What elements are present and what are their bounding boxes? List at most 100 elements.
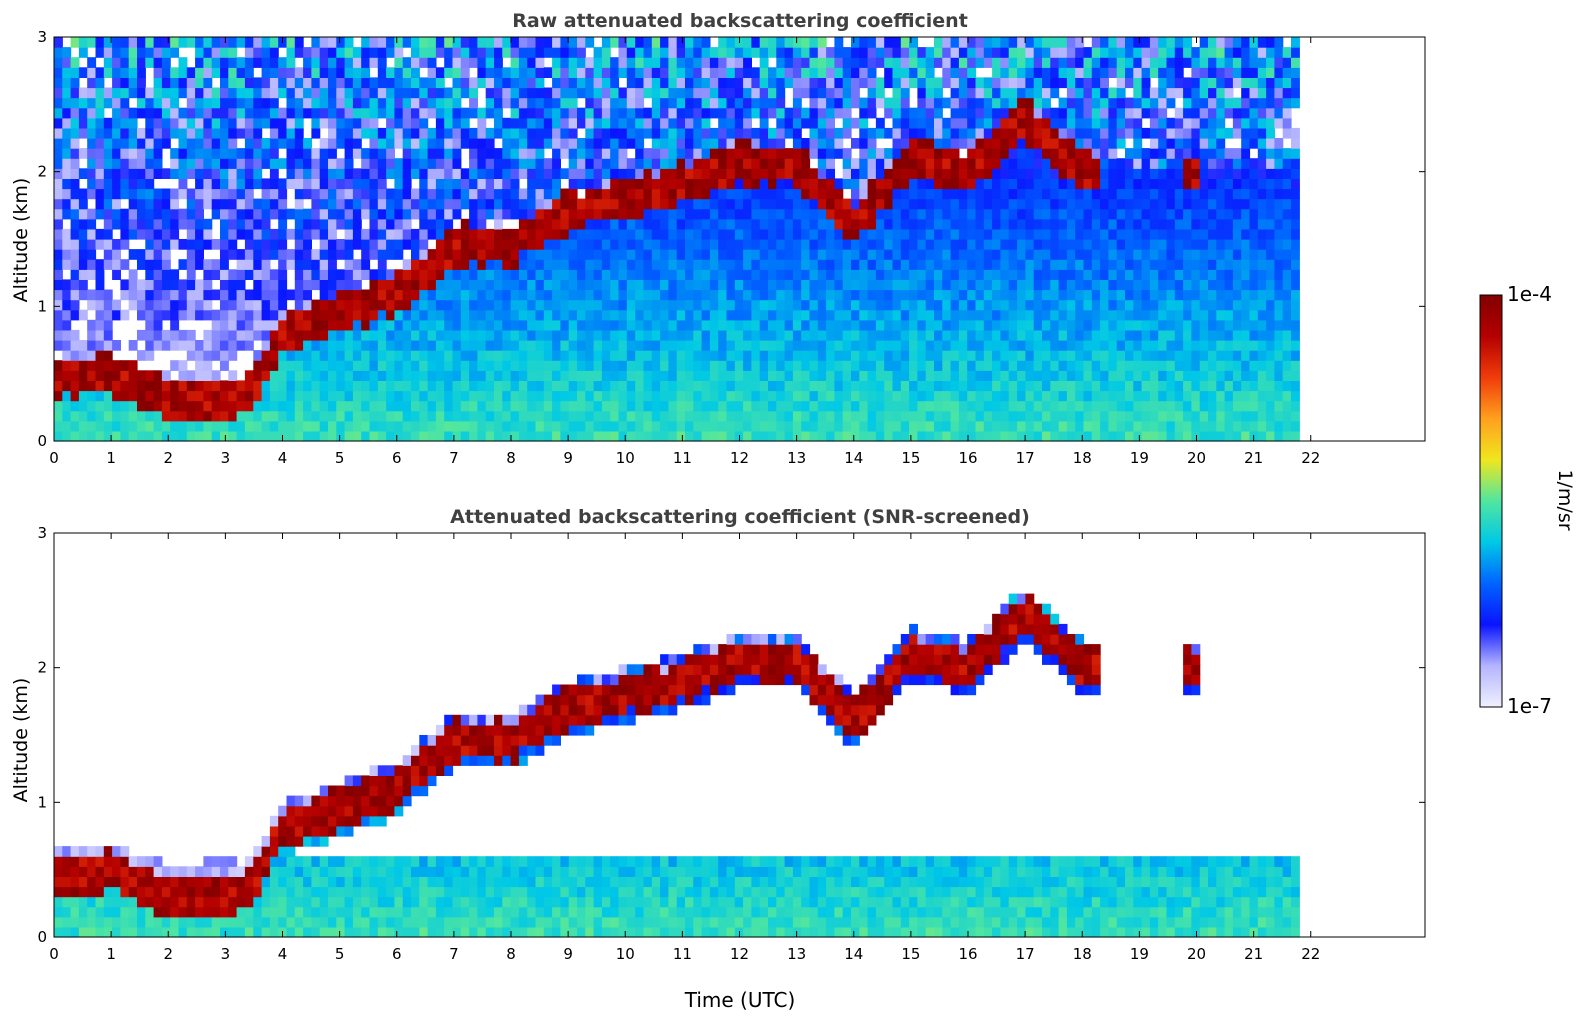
- heatmap-cell: [626, 390, 636, 402]
- heatmap-cell: [535, 380, 545, 392]
- heatmap-cell: [211, 47, 221, 58]
- heatmap-cell: [1091, 208, 1101, 220]
- heatmap-cell: [992, 198, 1001, 210]
- heatmap-cell: [361, 370, 371, 381]
- heatmap-cell: [983, 380, 993, 392]
- heatmap-cell: [161, 249, 171, 260]
- heatmap-cell: [1100, 269, 1109, 280]
- heatmap-cell: [444, 410, 454, 422]
- heatmap-cell: [1116, 259, 1126, 270]
- heatmap-cell: [95, 168, 105, 179]
- heatmap-cell: [120, 117, 130, 129]
- heatmap-cell: [253, 410, 263, 422]
- heatmap-cell: [411, 168, 420, 179]
- heatmap-cell: [460, 370, 470, 381]
- heatmap-cell: [344, 269, 354, 280]
- heatmap-cell: [934, 178, 943, 190]
- heatmap-cell: [701, 178, 711, 190]
- heatmap-cell: [303, 77, 312, 89]
- heatmap-cell: [693, 380, 703, 392]
- heatmap-cell: [510, 138, 520, 149]
- heatmap-cell: [809, 249, 819, 260]
- heatmap-cell: [377, 390, 387, 402]
- heatmap-cell: [1116, 228, 1126, 240]
- heatmap-cell: [452, 47, 462, 58]
- heatmap-cell: [170, 380, 180, 392]
- heatmap-cell: [485, 259, 495, 270]
- heatmap-cell: [1066, 47, 1076, 58]
- heatmap-cell: [112, 380, 121, 392]
- heatmap-cell: [344, 430, 354, 442]
- heatmap-cell: [62, 289, 72, 301]
- heatmap-cell: [610, 340, 620, 351]
- heatmap-cell: [925, 107, 935, 119]
- heatmap-cell: [826, 168, 835, 179]
- heatmap-cell: [303, 188, 312, 200]
- heatmap-cell: [983, 57, 993, 68]
- heatmap-cell: [726, 380, 736, 392]
- heatmap-cell: [851, 218, 860, 230]
- heatmap-cell: [70, 57, 80, 68]
- heatmap-cell: [792, 67, 802, 78]
- heatmap-cell: [527, 329, 537, 341]
- heatmap-cell: [1075, 430, 1085, 442]
- heatmap-cell: [909, 410, 918, 422]
- heatmap-cell: [1108, 420, 1118, 432]
- heatmap-cell: [543, 340, 553, 351]
- heatmap-cell: [469, 138, 478, 149]
- heatmap-cell: [535, 269, 545, 280]
- heatmap-cell: [1083, 57, 1093, 68]
- heatmap-cell: [834, 329, 844, 341]
- heatmap-cell: [435, 117, 445, 129]
- heatmap-cell: [543, 228, 553, 240]
- heatmap-cell: [784, 380, 794, 392]
- heatmap-cell: [734, 420, 744, 432]
- heatmap-cell: [651, 57, 661, 68]
- heatmap-cell: [352, 309, 362, 321]
- heatmap-cell: [751, 380, 761, 392]
- heatmap-cell: [809, 168, 819, 179]
- heatmap-cell: [328, 289, 337, 301]
- heatmap-cell: [303, 97, 312, 109]
- heatmap-cell: [643, 87, 653, 99]
- heatmap-cell: [726, 420, 736, 432]
- heatmap-cell: [1133, 289, 1143, 301]
- heatmap-cell: [452, 259, 462, 270]
- heatmap-cell: [494, 168, 503, 179]
- heatmap-cell: [958, 319, 968, 331]
- heatmap-cell: [1050, 430, 1060, 442]
- heatmap-cell: [535, 47, 545, 58]
- heatmap-cell: [120, 148, 130, 159]
- heatmap-cell: [502, 259, 512, 270]
- heatmap-cell: [958, 340, 968, 351]
- heatmap-cell: [743, 47, 752, 58]
- heatmap-cell: [676, 57, 686, 68]
- heatmap-cell: [884, 340, 894, 351]
- heatmap-cell: [792, 350, 802, 361]
- heatmap-cell: [884, 148, 894, 159]
- heatmap-cell: [801, 47, 811, 58]
- heatmap-cell: [626, 117, 636, 129]
- heatmap-cell: [958, 400, 968, 412]
- heatmap-cell: [792, 390, 802, 402]
- heatmap-cell: [244, 390, 254, 402]
- heatmap-cell: [161, 208, 171, 220]
- heatmap-cell: [369, 37, 379, 48]
- heatmap-cell: [992, 218, 1001, 230]
- heatmap-cell: [494, 410, 503, 422]
- heatmap-cell: [502, 239, 512, 250]
- heatmap-cell: [103, 239, 113, 250]
- heatmap-cell: [809, 400, 819, 412]
- heatmap-cell: [186, 87, 196, 99]
- heatmap-cell: [975, 218, 985, 230]
- heatmap-cell: [95, 329, 105, 341]
- heatmap-cell: [867, 127, 877, 139]
- heatmap-cell: [660, 279, 669, 291]
- heatmap-cell: [402, 188, 412, 200]
- heatmap-cell: [601, 239, 611, 250]
- heatmap-cell: [892, 47, 902, 58]
- heatmap-cell: [718, 87, 728, 99]
- heatmap-cell: [1066, 329, 1076, 341]
- heatmap-cell: [1091, 188, 1101, 200]
- heatmap-cell: [701, 148, 711, 159]
